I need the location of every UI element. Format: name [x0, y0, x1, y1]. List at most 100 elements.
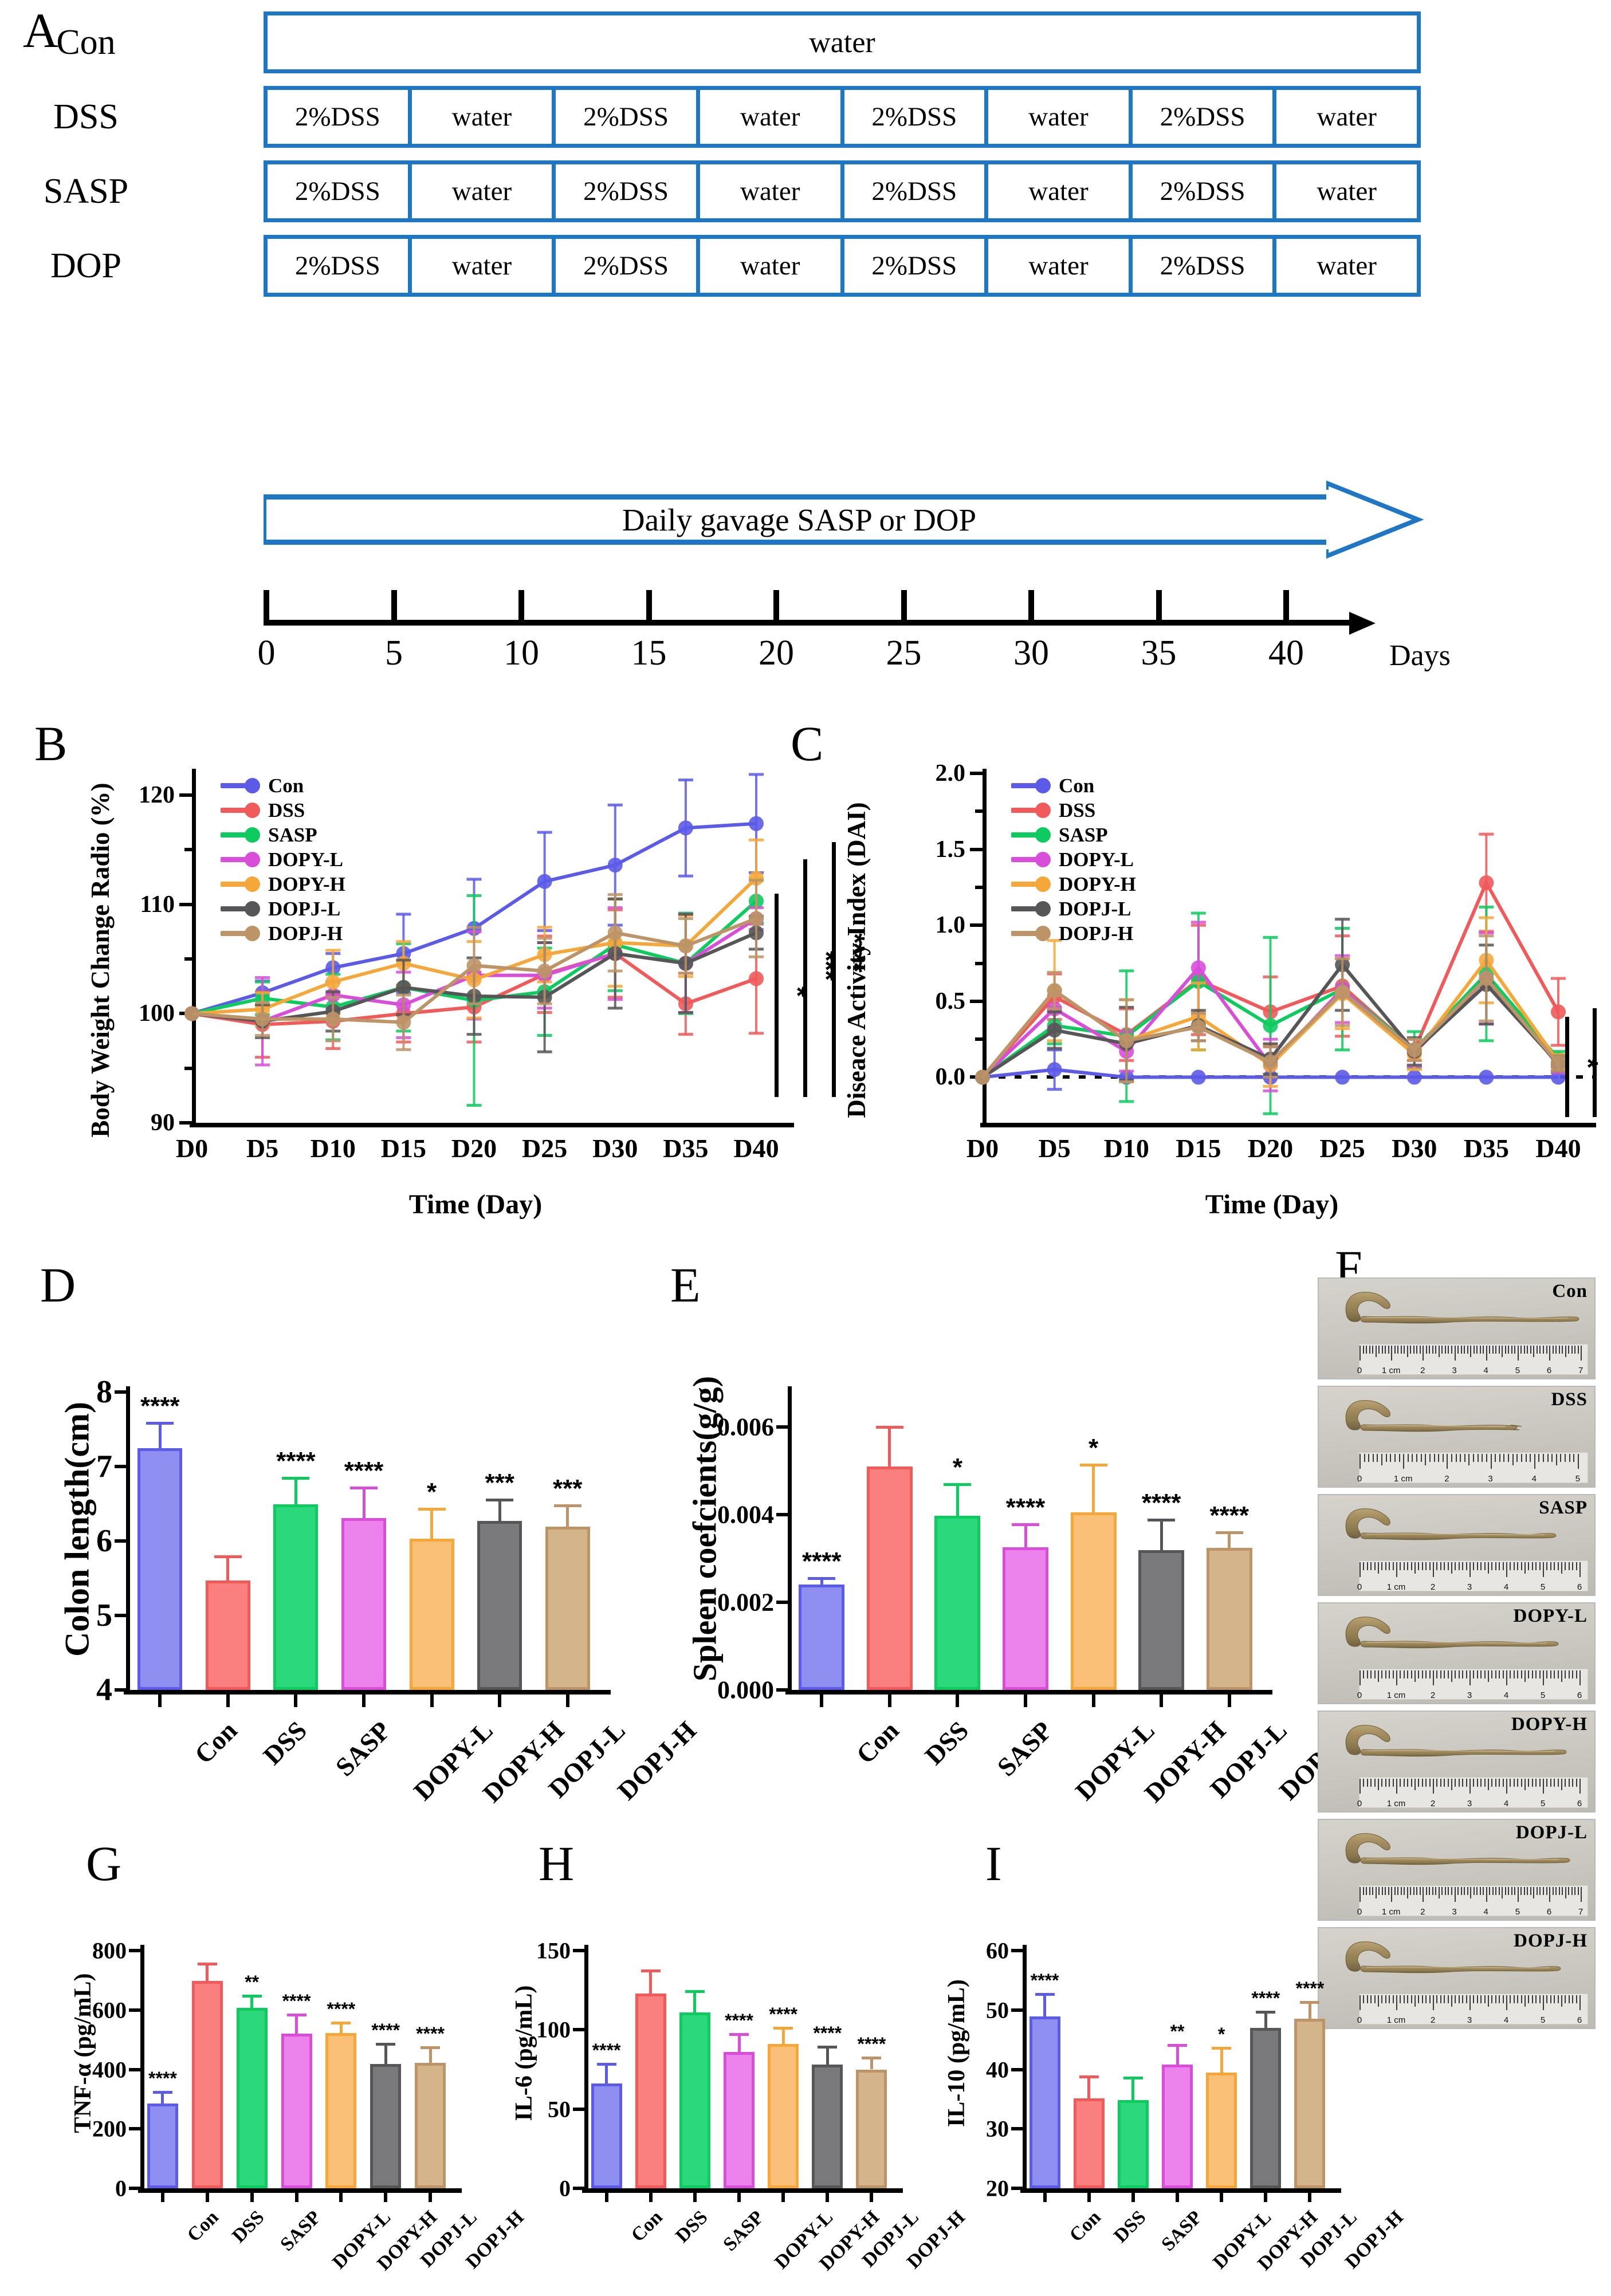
ruler-tick: [1385, 1779, 1386, 1787]
timeline-tick: [773, 590, 779, 622]
ruler-number: 1 cm: [1381, 1907, 1401, 1917]
bar-SASP: [934, 1516, 981, 1690]
data-point: [1190, 1070, 1206, 1085]
ruler-number: 0: [1357, 1474, 1362, 1484]
ruler-tick: [1375, 1346, 1377, 1357]
y-minor-tick: [184, 1066, 192, 1070]
timeline-tick-label: 25: [886, 634, 922, 673]
ruler-tick: [1550, 1670, 1551, 1678]
panel-letter-d: D: [40, 1257, 76, 1312]
ruler-tick: [1421, 1995, 1423, 2003]
error-bar: [1043, 1992, 1047, 2017]
ruler-tick: [1366, 1995, 1368, 2003]
ruler-number: 3: [1467, 2015, 1472, 2025]
ruler-tick: [1546, 1779, 1548, 1787]
x-tick: [205, 2188, 209, 2202]
ruler-tick: [1531, 1562, 1533, 1570]
significance-annotation: ****: [1295, 1978, 1325, 1999]
ruler-tick: [1568, 1779, 1570, 1787]
ruler-tick: [1513, 1995, 1515, 2003]
ruler-tick: [1460, 1346, 1462, 1354]
error-bar: [1131, 2076, 1135, 2101]
error-bar: [339, 2021, 343, 2033]
bar-DOPJ-H: [415, 2062, 446, 2188]
timeline-tick-label: 10: [504, 634, 539, 673]
ruler: 0 1 cm 2 3 4 5 6: [1357, 1560, 1588, 1592]
colon-photo-DOPY-L: 0 1 cm 2 3 4 5 6 DOPY-L: [1318, 1602, 1596, 1704]
ruler-tick: [1414, 1779, 1416, 1790]
ruler-tick: [1400, 1887, 1402, 1895]
colon-specimen-image: [1345, 1292, 1579, 1324]
error-cap: [1300, 2001, 1320, 2004]
legend-label: SASP: [1059, 823, 1108, 846]
x-tick: [339, 2188, 343, 2202]
ruler-tick: [1539, 1995, 1541, 2003]
ruler-tick: [1359, 1995, 1361, 2010]
y-tick: [573, 2028, 584, 2032]
data-point: [1190, 1019, 1206, 1035]
error-cap: [1256, 2010, 1276, 2014]
ruler-tick: [1528, 1779, 1530, 1787]
y-tick-label: 1.5: [935, 836, 966, 863]
ruler-tick: [1394, 1346, 1396, 1354]
x-axis: [138, 2188, 462, 2193]
data-point: [1047, 1062, 1062, 1078]
panel-a-row-sasp: SASP 2%DSS water 2%DSS water 2%DSS water 2%DSS w…: [0, 160, 1490, 222]
bar-DOPY-H: [1206, 2072, 1237, 2188]
data-point: [466, 958, 482, 973]
ruler-tick: [1499, 1670, 1500, 1678]
ruler-tick: [1359, 1562, 1361, 1577]
treatment-cell: water: [412, 239, 556, 293]
ruler-tick: [1517, 1346, 1519, 1361]
ruler-number: 6: [1546, 1907, 1552, 1917]
ruler-number: 0: [1357, 1366, 1362, 1375]
legend-line: [221, 931, 254, 936]
treatment-cell: 2%DSS: [556, 239, 700, 293]
bar-Con: [799, 1585, 845, 1690]
ruler-tick: [1552, 1887, 1554, 1895]
legend-marker: [245, 901, 260, 917]
error-cap: [729, 2032, 749, 2036]
panel-b-body-weight-chart: B 90 100 110 120 D0 D5 D10 D15 D20 D25 D30 D35 D40 Bo…: [34, 719, 870, 1223]
y-tick: [115, 1614, 126, 1617]
ruler-tick: [1510, 1995, 1511, 2003]
colon-photo-DOPY-H: 0 1 cm 2 3 4 5 6 DOPY-H: [1318, 1711, 1596, 1813]
significance-annotation: **: [1170, 2020, 1185, 2042]
treatment-cell: water: [988, 90, 1133, 144]
ruler-tick: [1470, 1346, 1472, 1357]
ruler-number: 0: [1357, 1799, 1362, 1809]
y-tick-label: 100: [139, 1000, 175, 1027]
treatment-cell: 2%DSS: [556, 90, 700, 144]
ruler-tick: [1425, 1670, 1427, 1678]
bar-DSS: [635, 1993, 666, 2188]
legend-label: DSS: [1059, 799, 1096, 821]
ruler-tick: [1457, 1887, 1459, 1895]
error-bar: [781, 2026, 785, 2045]
ruler-tick: [1512, 1454, 1514, 1465]
error-cap: [553, 1504, 581, 1508]
ruler-tick: [1525, 1454, 1527, 1462]
gavage-arrow: Daily gavage SASP or DOP: [264, 480, 1424, 559]
ruler-tick: [1546, 1887, 1547, 1895]
significance-annotation: *: [1089, 1434, 1099, 1462]
error-cap: [1079, 2075, 1099, 2078]
treatment-cell: 2%DSS: [1133, 90, 1277, 144]
data-point: [678, 938, 693, 954]
ruler-tick: [1480, 1562, 1482, 1570]
bar-DOPJ-L: [812, 2065, 843, 2188]
error-cap: [376, 2043, 396, 2046]
bar-Con: [147, 2104, 178, 2188]
ruler-tick: [1572, 1995, 1574, 2003]
ruler-tick: [1510, 1779, 1511, 1787]
ruler-tick: [1524, 1779, 1526, 1790]
x-tick: [160, 2188, 164, 2202]
treatment-cell: water: [809, 26, 875, 59]
x-tick: [1131, 2188, 1135, 2202]
ruler-tick: [1432, 1346, 1433, 1354]
ruler-tick: [1372, 1454, 1374, 1462]
error-bar: [429, 2046, 432, 2063]
ruler-tick: [1484, 1670, 1486, 1678]
colon-photo-Con: 0 1 cm 2 3 4 5 6 7 Con: [1318, 1277, 1596, 1379]
ruler-tick: [1517, 1779, 1519, 1787]
ruler-tick: [1504, 1887, 1506, 1895]
